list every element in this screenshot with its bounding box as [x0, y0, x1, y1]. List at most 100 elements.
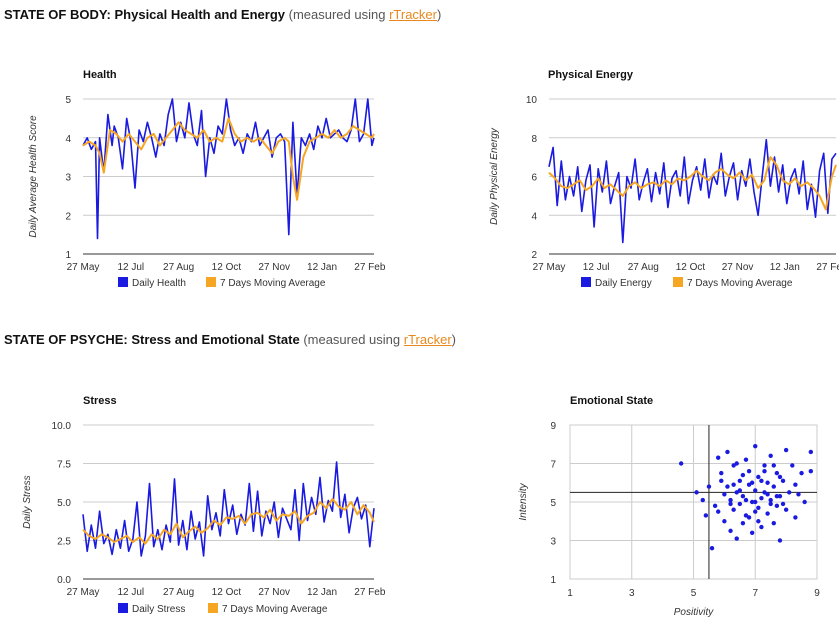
measured-prefix: (measured using — [288, 7, 390, 22]
scatter-point — [759, 495, 764, 501]
y-tick-label: 5.0 — [57, 498, 71, 509]
scatter-point — [678, 461, 684, 466]
legend-swatch — [581, 277, 591, 287]
scatter-point — [777, 474, 783, 480]
chart-title: Emotional State — [570, 395, 653, 407]
x-tick-label: 27 Aug — [163, 262, 194, 273]
legend-swatch — [118, 603, 128, 613]
scatter-point — [796, 492, 801, 497]
scatter-point — [762, 469, 767, 474]
x-tick-label: 1 — [567, 588, 573, 599]
chart-title: Stress — [83, 395, 117, 407]
section-title-body: STATE OF BODY: Physical Health and Energ… — [4, 7, 441, 22]
x-tick-label: 12 Jul — [117, 587, 144, 598]
scatter-point — [743, 497, 749, 503]
y-tick-label: 3 — [550, 537, 556, 548]
scatter-point — [740, 520, 746, 526]
x-tick-label: 3 — [629, 588, 635, 599]
rtracker-link[interactable]: rTracker — [403, 332, 452, 347]
scatter-point — [774, 503, 780, 509]
legend-label: Daily Energy — [595, 278, 652, 289]
scatter-point — [737, 488, 743, 493]
scatter-point — [774, 494, 780, 499]
scatter-point — [719, 470, 724, 476]
y-tick-label: 5 — [550, 498, 556, 509]
scatter-point — [746, 515, 752, 520]
scatter-point — [728, 501, 733, 507]
scatter-point — [774, 470, 780, 476]
scatter-point — [731, 507, 736, 512]
scatter-point — [768, 497, 773, 503]
scatter-point — [799, 470, 804, 476]
section-title-psyche: STATE OF PSYCHE: Stress and Emotional St… — [4, 332, 456, 347]
y-tick-label: 0.0 — [57, 575, 71, 586]
x-tick-label: 12 Jan — [307, 587, 337, 598]
x-tick-label: 27 Feb — [354, 262, 386, 273]
series-line-daily — [82, 461, 375, 557]
scatter-point — [783, 447, 789, 453]
scatter-point — [749, 530, 755, 535]
y-tick-label: 9 — [550, 421, 556, 432]
series-line-daily — [548, 138, 837, 244]
scatter-point — [777, 538, 783, 543]
scatter-point — [694, 490, 699, 495]
chart-title: Health — [83, 69, 117, 81]
scatter-point — [749, 480, 755, 485]
scatter-point — [725, 484, 730, 489]
legend-swatch — [208, 603, 218, 613]
x-tick-label: 5 — [691, 588, 697, 599]
x-tick-label: 12 Oct — [212, 587, 242, 598]
scatter-point — [756, 519, 761, 524]
y-tick-label: 1 — [550, 575, 556, 586]
scatter-point — [756, 505, 761, 510]
y-tick-label: 4 — [531, 211, 537, 222]
series-line-moving-average — [82, 117, 375, 201]
y-tick-label: 2.5 — [57, 537, 71, 548]
legend-label: Daily Stress — [132, 604, 185, 615]
scatter-point — [753, 443, 758, 449]
y-tick-label: 8 — [531, 134, 537, 145]
section-title-body-bold: STATE OF BODY: Physical Health and Energ… — [4, 7, 285, 22]
scatter-point — [753, 509, 758, 514]
scatter-point — [722, 492, 727, 497]
scatter-point — [716, 509, 721, 514]
scatter-point — [759, 524, 764, 530]
scatter-point — [743, 457, 749, 462]
scatter-point — [808, 469, 814, 474]
scatter-point — [700, 497, 705, 503]
scatter-point — [793, 515, 798, 520]
scatter-point — [765, 492, 770, 497]
scatter-point — [793, 482, 798, 487]
chart-title: Physical Energy — [548, 69, 634, 81]
scatter-point — [737, 501, 743, 507]
legend-swatch — [206, 277, 216, 287]
measured-suffix: ) — [436, 7, 442, 22]
x-tick-label: 27 Nov — [258, 262, 290, 273]
x-tick-label: 9 — [814, 588, 820, 599]
scatter-point — [728, 528, 733, 534]
scatter-point — [768, 453, 773, 458]
scatter-point — [771, 484, 776, 489]
legend-label: 7 Days Moving Average — [220, 278, 326, 289]
series-line-daily — [82, 98, 375, 240]
measured-suffix: ) — [451, 332, 457, 347]
scatter-point — [737, 478, 743, 484]
y-tick-label: 1 — [65, 250, 71, 261]
series-line-moving-average — [82, 497, 375, 545]
scatter-point — [808, 449, 814, 455]
y-tick-label: 3 — [65, 173, 71, 184]
section-measured-body: (measured using rTracker) — [289, 7, 442, 22]
scatter-point — [731, 482, 736, 487]
x-tick-label: 27 Feb — [354, 587, 386, 598]
y-axis-label: Intensity — [518, 482, 529, 520]
rtracker-link[interactable]: rTracker — [389, 7, 437, 22]
scatter-point — [762, 463, 767, 468]
scatter-point — [722, 519, 727, 524]
scatter-point — [753, 499, 758, 505]
x-tick-label: 12 Jan — [307, 262, 337, 273]
x-tick-label: 27 Nov — [722, 262, 754, 273]
scatter-point — [740, 494, 746, 499]
scatter-point — [703, 513, 709, 518]
x-tick-label: 12 Jan — [770, 262, 800, 273]
